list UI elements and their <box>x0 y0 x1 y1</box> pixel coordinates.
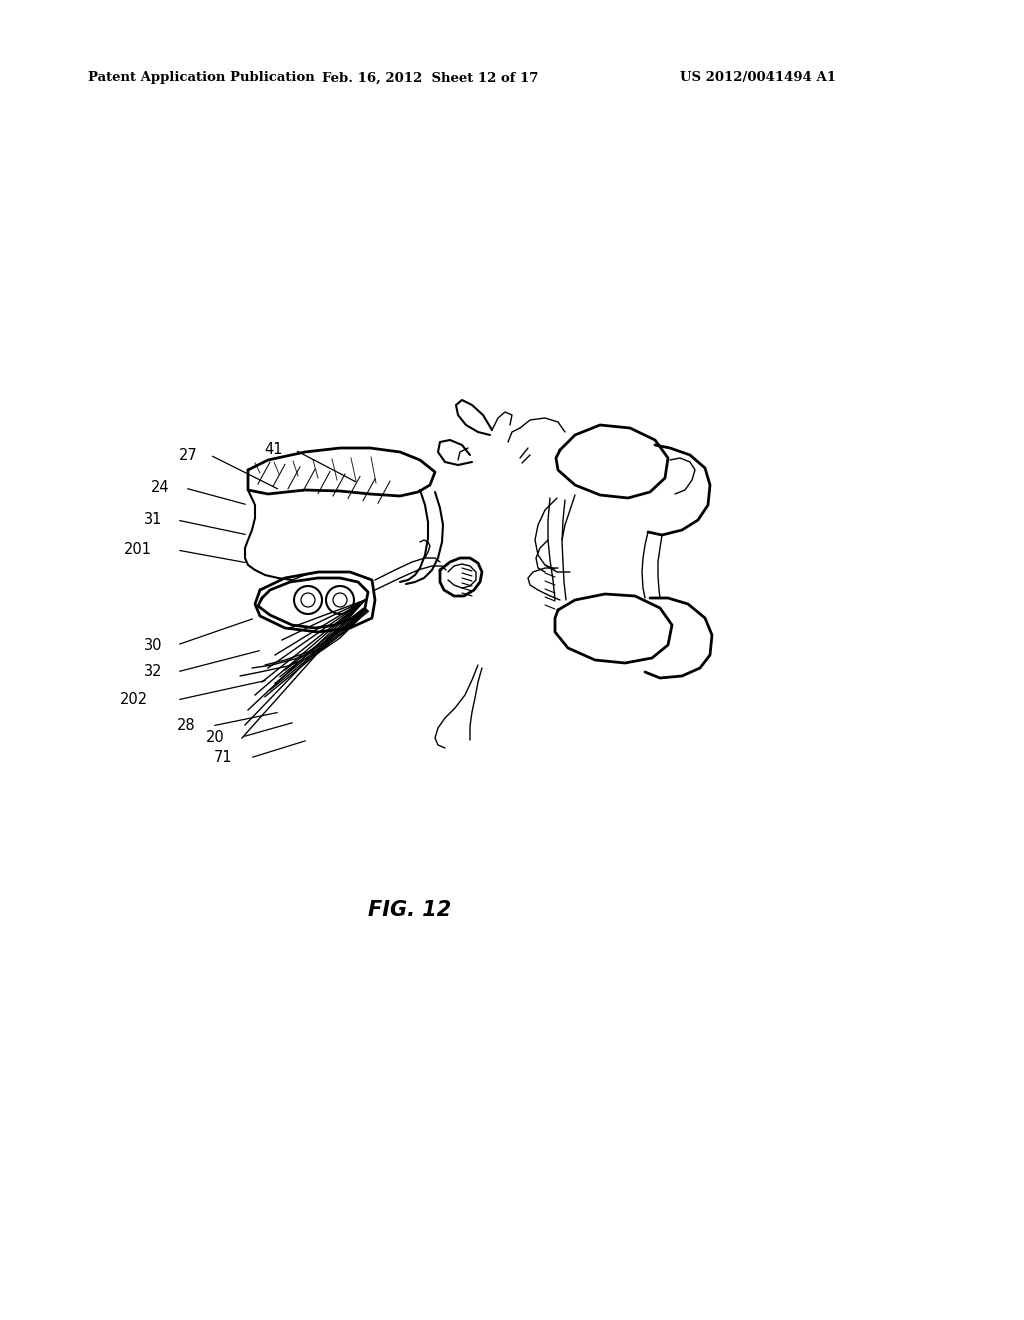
Text: 31: 31 <box>143 512 162 528</box>
Text: 32: 32 <box>143 664 162 680</box>
Text: 28: 28 <box>177 718 196 734</box>
Text: 201: 201 <box>124 543 152 557</box>
Text: 27: 27 <box>179 447 198 462</box>
Text: US 2012/0041494 A1: US 2012/0041494 A1 <box>680 71 836 84</box>
Text: 24: 24 <box>152 480 170 495</box>
Text: 30: 30 <box>143 638 162 652</box>
Text: 202: 202 <box>120 693 148 708</box>
Text: Patent Application Publication: Patent Application Publication <box>88 71 314 84</box>
Text: FIG. 12: FIG. 12 <box>369 900 452 920</box>
Text: Feb. 16, 2012  Sheet 12 of 17: Feb. 16, 2012 Sheet 12 of 17 <box>322 71 539 84</box>
Text: 20: 20 <box>206 730 225 744</box>
Text: 71: 71 <box>213 751 232 766</box>
Text: 41: 41 <box>264 442 283 458</box>
